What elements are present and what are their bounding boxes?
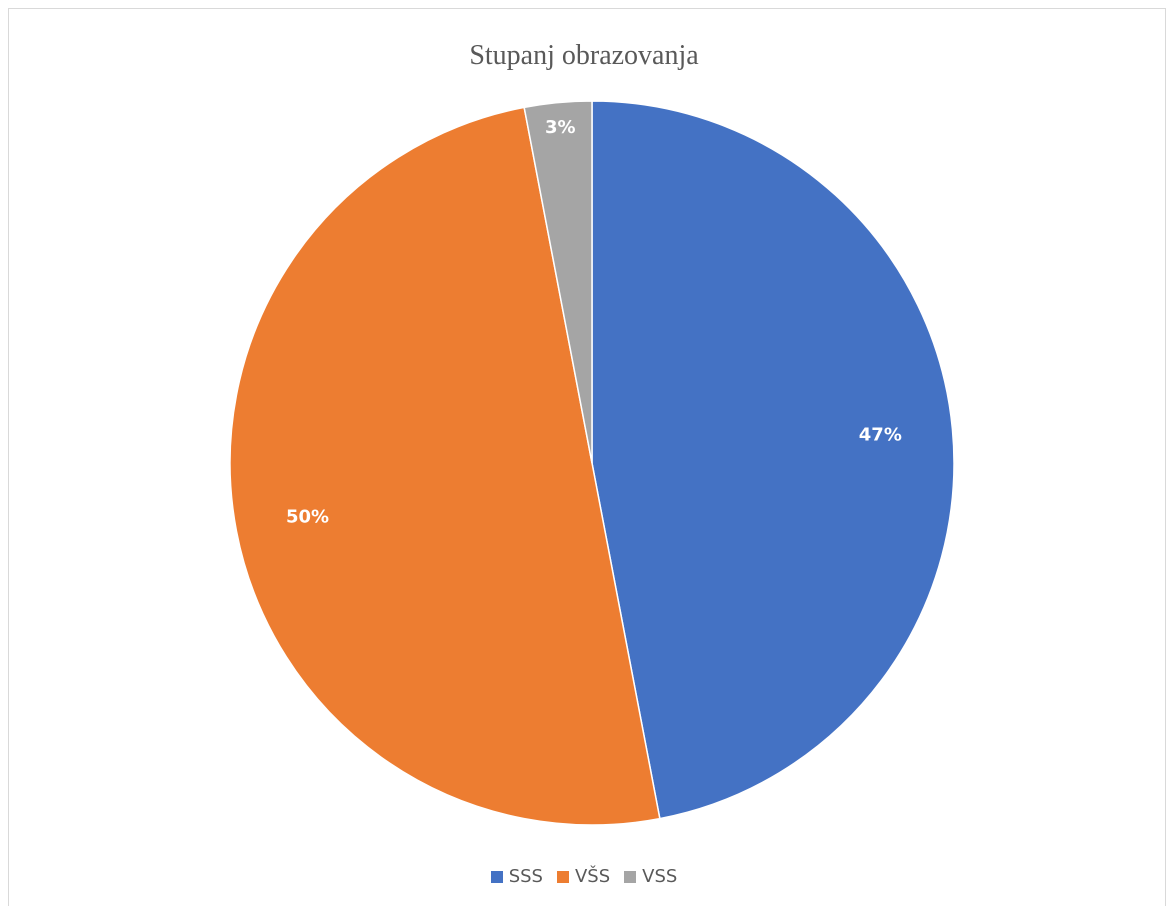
data-label-všs: 50% [286,506,329,527]
legend-label: SSS [508,866,543,887]
legend-item-všs: VŠS [556,866,611,887]
pie-slice-všs [229,106,661,826]
legend-label: VSS [642,866,678,887]
pie-slices [229,100,955,826]
pie-slice-sss [591,100,955,820]
pie-slice-vss [523,100,593,464]
legend-label: VŠS [574,866,611,887]
legend-item-sss: SSS [490,866,543,887]
legend-swatch [556,870,569,883]
legend-swatch [490,870,503,883]
legend-item-vss: VSS [624,866,677,887]
data-label-sss: 47% [859,425,902,446]
legend-swatch [624,870,637,883]
legend: SSS VŠS VSS [0,866,1168,887]
pie-data-labels: 47% 50% 3% [286,117,902,527]
chart-title: Stupanj obrazovanja [469,40,699,71]
data-label-vss: 3% [545,117,576,138]
